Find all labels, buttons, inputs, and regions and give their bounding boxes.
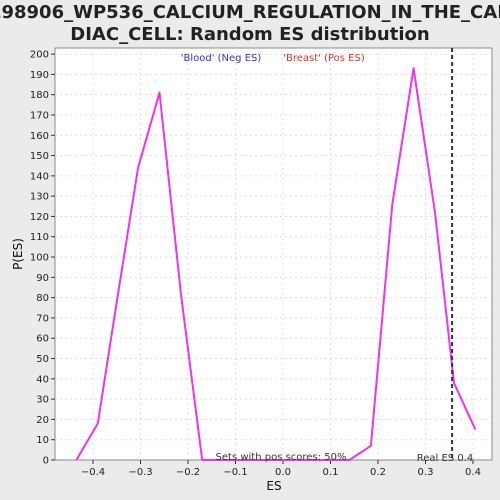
y-tick-label: 30 — [36, 395, 49, 406]
y-tick-label: 70 — [36, 313, 49, 324]
legend-breast: 'Breast' (Pos ES) — [283, 53, 365, 64]
y-tick-label: 180 — [30, 90, 49, 101]
x-axis: −0.4 −0.3 −0.2 −0.1 0.0 0.1 0.2 0.3 0.4 — [81, 460, 481, 478]
y-axis-label: P(ES) — [11, 238, 25, 270]
y-tick-label: 130 — [30, 192, 49, 203]
y-tick-label: 140 — [30, 171, 49, 182]
y-tick-label: 200 — [30, 50, 49, 61]
y-tick-label: 80 — [36, 293, 49, 304]
x-tick-label: 0.4 — [465, 467, 481, 478]
y-tick-label: 120 — [30, 212, 49, 223]
y-tick-label: 150 — [30, 151, 49, 162]
y-axis: 0 10 20 30 40 50 60 70 80 90 100 110 120 130 140 150 160… — [30, 50, 55, 467]
y-tick-label: 0 — [43, 456, 49, 467]
y-tick-label: 50 — [36, 354, 49, 365]
x-tick-label: 0.1 — [323, 467, 339, 478]
y-tick-label: 20 — [36, 415, 49, 426]
x-tick-label: 0.2 — [370, 467, 386, 478]
x-tick-label: −0.4 — [81, 467, 105, 478]
y-tick-label: 10 — [36, 435, 49, 446]
series — [75, 67, 477, 461]
x-tick-label: −0.2 — [176, 467, 200, 478]
y-tick-label: 90 — [36, 273, 49, 284]
y-tick-label: 190 — [30, 70, 49, 81]
series-line — [75, 67, 477, 461]
y-tick-label: 110 — [30, 232, 49, 243]
grid — [55, 48, 492, 460]
x-axis-label: ES — [266, 479, 281, 493]
x-tick-label: 0.0 — [275, 467, 291, 478]
y-tick-label: 60 — [36, 334, 49, 345]
y-tick-label: 100 — [30, 253, 49, 264]
x-tick-label: 0.3 — [418, 467, 434, 478]
y-tick-label: 160 — [30, 131, 49, 142]
chart-title-line-2: DIAC_CELL: Random ES distribution — [70, 24, 429, 45]
chart-title-line-1: 198906_WP536_CALCIUM_REGULATION_IN_THE_C… — [0, 2, 500, 23]
legend-blood: 'Blood' (Neg ES) — [181, 53, 262, 64]
y-tick-label: 40 — [36, 374, 49, 385]
x-tick-label: −0.1 — [223, 467, 247, 478]
real-es-label: Real ES 0.4 — [417, 453, 473, 464]
plot-area — [54, 47, 493, 461]
x-tick-label: −0.3 — [128, 467, 152, 478]
y-tick-label: 170 — [30, 110, 49, 121]
pos-scores-annotation: Sets with pos scores: 50% — [216, 452, 347, 463]
